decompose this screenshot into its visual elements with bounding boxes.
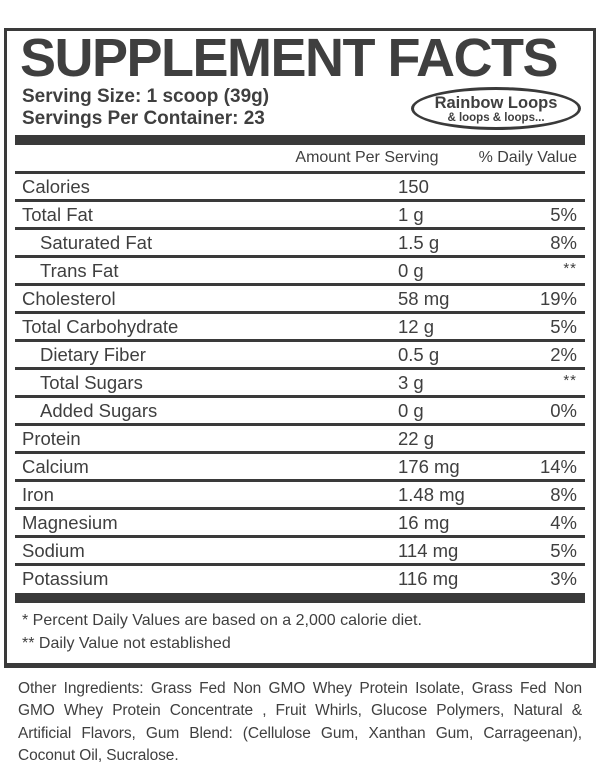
nutrient-amount: 0.5 g [398,344,440,365]
nutrient-table: Calories 150 Total Fat 1 g 5% Saturated Fat 1.… [15,171,585,591]
table-row: Added Sugars 0 g 0% [15,395,585,423]
nutrient-name: Dietary Fiber [40,344,146,365]
nutrient-name: Total Fat [22,204,93,225]
nutrient-name: Saturated Fat [40,232,153,253]
panel-title: SUPPLEMENT FACTS [20,28,559,88]
nutrient-daily-value: 5% [550,540,577,561]
nutrient-daily-value: ** [563,260,577,277]
nutrient-amount: 12 g [398,316,435,337]
table-row: Trans Fat 0 g ** [15,255,585,283]
table-row: Protein 22 g [15,423,585,451]
table-row: Total Fat 1 g 5% [15,199,585,227]
nutrient-amount: 1 g [398,204,424,225]
nutrient-daily-value: 8% [550,232,577,253]
nutrient-name: Potassium [22,568,109,589]
nutrient-name: Sodium [22,540,85,561]
nutrient-name: Iron [22,484,54,505]
flavor-badge-subtext: & loops & loops... [447,112,545,124]
nutrient-daily-value: 4% [550,512,577,533]
nutrient-amount: 176 mg [398,456,460,477]
nutrient-amount: 114 mg [398,540,459,561]
table-row: Potassium 116 mg 3% [15,563,585,591]
table-row: Dietary Fiber 0.5 g 2% [15,339,585,367]
footnote-daily-values: * Percent Daily Values are based on a 2,… [22,612,422,629]
serving-info-section: Serving Size: 1 scoop (39g) Servings Per… [15,86,585,130]
footnote-not-established: ** Daily Value not established [22,635,231,652]
divider-bar-bottom [15,593,585,603]
footnotes: * Percent Daily Values are based on a 2,… [15,603,585,659]
nutrient-daily-value: 5% [550,316,577,337]
column-header-daily-value: % Daily Value [478,149,577,166]
nutrient-daily-value: 2% [550,344,577,365]
nutrient-daily-value: ** [563,372,577,389]
table-row: Cholesterol 58 mg 19% [15,283,585,311]
nutrient-name: Protein [22,428,81,449]
table-row: Total Carbohydrate 12 g 5% [15,311,585,339]
nutrient-daily-value: 3% [550,568,577,589]
table-row: Sodium 114 mg 5% [15,535,585,563]
nutrient-name: Added Sugars [40,400,158,421]
flavor-badge: Rainbow Loops & loops & loops... [411,86,581,130]
servings-per-container-text: Servings Per Container: 23 [22,108,265,129]
nutrient-amount: 116 mg [398,568,459,589]
serving-info: Serving Size: 1 scoop (39g) Servings Per… [15,86,269,130]
nutrient-name: Calcium [22,456,89,477]
nutrient-amount: 0 g [398,400,424,421]
nutrient-amount: 1.5 g [398,232,440,253]
nutrient-name: Total Carbohydrate [22,316,179,337]
supplement-facts-panel: SUPPLEMENT FACTS Serving Size: 1 scoop (… [4,28,596,668]
flavor-badge-name: Rainbow Loops [434,94,558,112]
nutrient-name: Total Sugars [40,372,143,393]
nutrient-amount: 16 mg [398,512,450,533]
serving-size-text: Serving Size: 1 scoop (39g) [22,86,270,107]
nutrient-amount: 150 [398,176,429,197]
nutrient-name: Trans Fat [40,260,119,281]
divider-bar-top [15,135,585,145]
table-row: Calories 150 [15,171,585,199]
table-row: Saturated Fat 1.5 g 8% [15,227,585,255]
nutrient-daily-value: 8% [550,484,577,505]
nutrient-name: Cholesterol [22,288,116,309]
nutrient-name: Calories [22,176,90,197]
nutrient-daily-value: 19% [539,288,577,309]
table-row: Iron 1.48 mg 8% [15,479,585,507]
nutrient-amount: 22 g [398,428,435,449]
table-row: Total Sugars 3 g ** [15,367,585,395]
table-header-row: Amount Per Serving % Daily Value [15,145,585,171]
nutrient-daily-value: 5% [550,204,577,225]
nutrient-amount: 58 mg [398,288,450,309]
nutrient-daily-value: 14% [539,456,577,477]
nutrient-amount: 0 g [398,260,424,281]
nutrient-name: Magnesium [22,512,118,533]
column-header-amount: Amount Per Serving [295,149,439,166]
nutrient-amount: 3 g [398,372,424,393]
nutrient-amount: 1.48 mg [398,484,465,505]
other-ingredients-text: Other Ingredients: Grass Fed Non GMO Whe… [18,680,582,765]
nutrient-daily-value: 0% [550,400,577,421]
table-row: Magnesium 16 mg 4% [15,507,585,535]
table-row: Calcium 176 mg 14% [15,451,585,479]
